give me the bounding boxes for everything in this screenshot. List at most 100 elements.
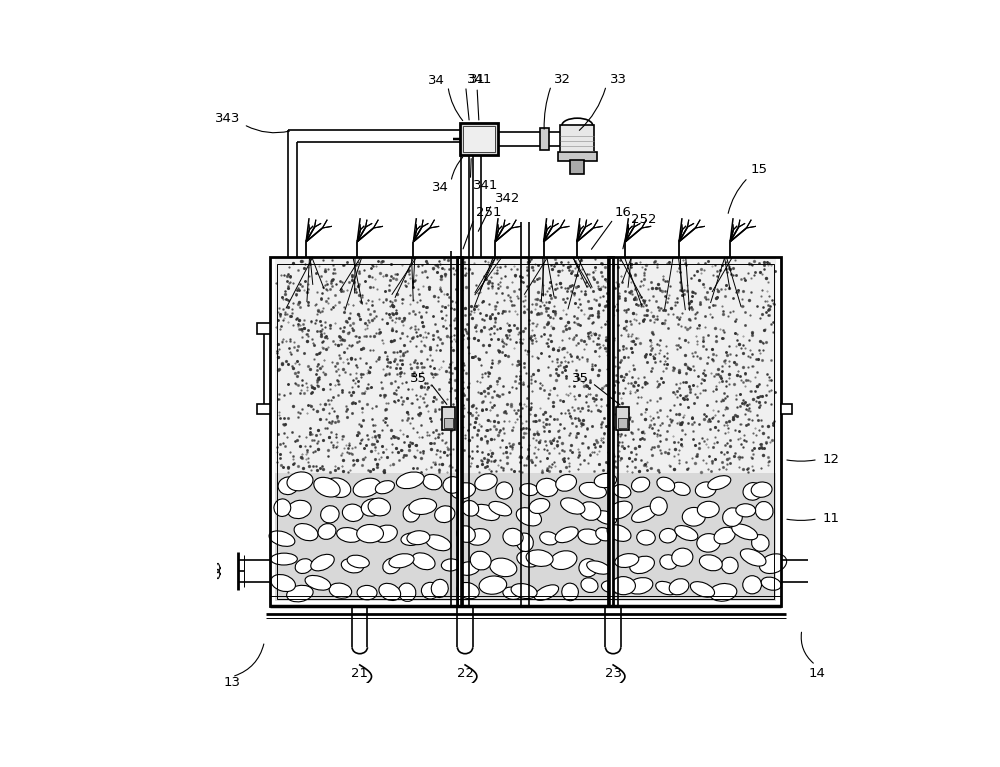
Ellipse shape	[341, 558, 363, 573]
Ellipse shape	[516, 533, 533, 551]
Ellipse shape	[457, 526, 475, 542]
Ellipse shape	[314, 477, 340, 497]
Text: 341: 341	[467, 73, 492, 86]
Ellipse shape	[311, 555, 334, 571]
Text: 341: 341	[473, 179, 498, 193]
Ellipse shape	[451, 482, 475, 499]
Ellipse shape	[587, 561, 610, 574]
Ellipse shape	[271, 574, 295, 591]
Ellipse shape	[443, 476, 462, 493]
Ellipse shape	[534, 584, 559, 601]
Text: 13: 13	[223, 676, 240, 689]
Ellipse shape	[752, 535, 769, 551]
Bar	[570, 160, 584, 174]
Ellipse shape	[613, 485, 631, 498]
Ellipse shape	[396, 472, 424, 489]
Bar	[457, 258, 462, 606]
Ellipse shape	[555, 527, 578, 543]
Ellipse shape	[470, 551, 491, 570]
Ellipse shape	[271, 553, 297, 565]
Ellipse shape	[374, 525, 397, 542]
Bar	[781, 403, 792, 414]
Ellipse shape	[536, 479, 558, 496]
Ellipse shape	[489, 502, 512, 516]
Ellipse shape	[294, 524, 318, 541]
Ellipse shape	[517, 551, 540, 567]
Ellipse shape	[709, 584, 737, 601]
Ellipse shape	[353, 478, 380, 497]
Ellipse shape	[375, 481, 394, 494]
Ellipse shape	[672, 482, 690, 495]
Text: 16: 16	[615, 206, 631, 219]
Bar	[616, 407, 629, 430]
Ellipse shape	[743, 576, 761, 594]
Ellipse shape	[274, 499, 291, 516]
Ellipse shape	[520, 483, 538, 495]
Text: 23: 23	[605, 667, 622, 680]
Ellipse shape	[628, 578, 653, 594]
Ellipse shape	[690, 581, 715, 597]
Ellipse shape	[656, 581, 676, 594]
Ellipse shape	[714, 527, 735, 544]
Ellipse shape	[426, 535, 451, 551]
Ellipse shape	[755, 502, 773, 520]
Ellipse shape	[669, 579, 689, 594]
Text: 12: 12	[823, 453, 840, 466]
Ellipse shape	[761, 577, 781, 591]
Ellipse shape	[516, 508, 541, 526]
Ellipse shape	[441, 559, 460, 571]
Ellipse shape	[403, 504, 420, 522]
Text: 33: 33	[610, 73, 627, 86]
Ellipse shape	[431, 579, 448, 597]
Ellipse shape	[435, 505, 455, 522]
Ellipse shape	[401, 533, 422, 545]
Text: 35: 35	[410, 372, 427, 385]
Ellipse shape	[736, 504, 756, 517]
Ellipse shape	[595, 511, 617, 525]
Ellipse shape	[398, 583, 416, 601]
Ellipse shape	[708, 476, 731, 489]
Ellipse shape	[682, 508, 705, 526]
Ellipse shape	[596, 528, 612, 541]
Text: 11: 11	[823, 512, 840, 525]
Bar	[558, 152, 597, 161]
Text: 31: 31	[469, 73, 486, 86]
Ellipse shape	[423, 474, 442, 490]
Bar	[608, 258, 613, 606]
Text: 34: 34	[432, 181, 449, 194]
Ellipse shape	[581, 578, 598, 593]
Ellipse shape	[657, 477, 675, 492]
Text: 32: 32	[554, 73, 571, 86]
Ellipse shape	[473, 505, 499, 521]
Ellipse shape	[368, 498, 390, 516]
Ellipse shape	[743, 482, 763, 500]
Text: 342: 342	[495, 192, 520, 205]
Text: 34: 34	[428, 74, 445, 87]
Ellipse shape	[503, 587, 522, 599]
Ellipse shape	[467, 528, 490, 545]
Ellipse shape	[412, 553, 435, 570]
Ellipse shape	[632, 506, 657, 522]
Ellipse shape	[496, 482, 513, 499]
Ellipse shape	[631, 477, 650, 492]
Bar	[463, 127, 495, 152]
Ellipse shape	[342, 504, 363, 522]
Ellipse shape	[287, 472, 313, 491]
Ellipse shape	[421, 582, 439, 599]
Text: 252: 252	[631, 212, 656, 225]
Ellipse shape	[611, 577, 635, 594]
Ellipse shape	[695, 482, 716, 498]
Ellipse shape	[637, 530, 655, 545]
Text: 14: 14	[808, 667, 825, 680]
Ellipse shape	[361, 499, 383, 516]
Ellipse shape	[672, 548, 693, 566]
Ellipse shape	[697, 534, 720, 552]
Ellipse shape	[615, 554, 639, 568]
Ellipse shape	[457, 561, 480, 575]
Ellipse shape	[675, 525, 698, 541]
Text: 22: 22	[457, 667, 474, 680]
Bar	[257, 403, 270, 414]
Ellipse shape	[379, 584, 401, 601]
Ellipse shape	[540, 532, 558, 545]
Ellipse shape	[287, 585, 313, 602]
